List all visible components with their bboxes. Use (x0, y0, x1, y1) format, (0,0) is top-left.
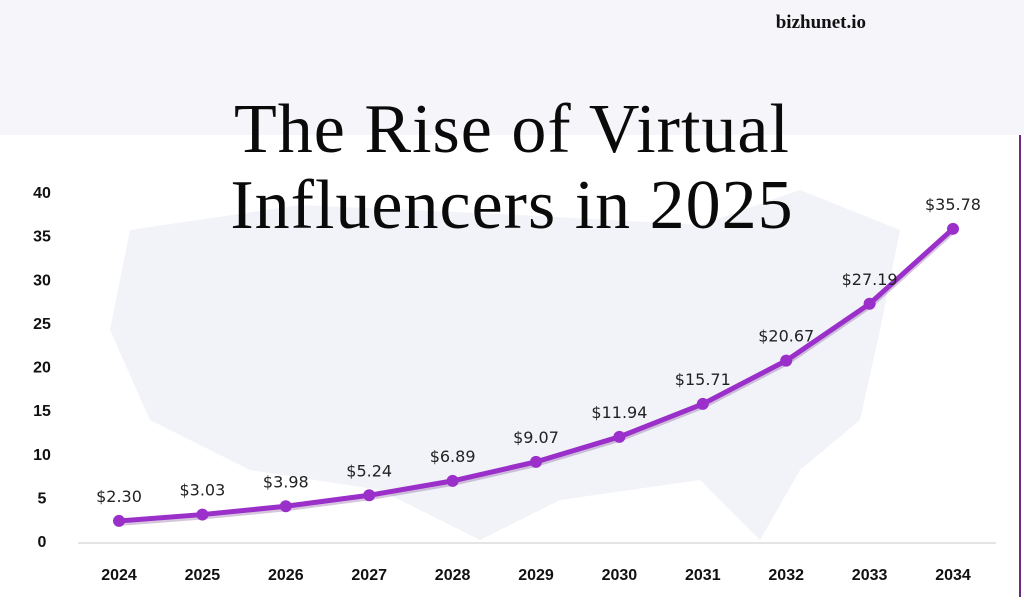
data-point (947, 222, 959, 235)
y-tick-label: 5 (38, 490, 47, 507)
x-tick-label: 2030 (602, 567, 638, 584)
background-map (110, 190, 900, 540)
x-tick-label: 2027 (351, 567, 387, 584)
data-point (780, 354, 793, 367)
data-label: $11.94 (591, 403, 647, 422)
y-tick-label: 15 (33, 403, 51, 420)
data-label: $27.19 (842, 270, 898, 289)
title-line-2: Influencers in 2025 (230, 167, 794, 244)
x-tick-label: 2028 (435, 567, 471, 584)
x-tick-label: 2024 (101, 567, 137, 584)
y-tick-label: 0 (38, 534, 47, 551)
data-label: $15.71 (675, 370, 731, 389)
y-tick-label: 35 (33, 229, 51, 246)
header-band (0, 0, 1024, 135)
x-tick-label: 2026 (268, 567, 304, 584)
y-tick-label: 25 (33, 316, 51, 333)
data-label: $2.30 (96, 487, 142, 506)
data-label: $20.67 (758, 327, 814, 346)
x-tick-label: 2032 (768, 567, 804, 584)
x-tick-label: 2029 (518, 567, 554, 584)
data-point (696, 397, 709, 410)
y-tick-label: 20 (33, 360, 51, 377)
right-border (1019, 135, 1021, 597)
x-tick-label: 2031 (685, 567, 721, 584)
data-point (363, 489, 376, 502)
data-label: $35.78 (925, 195, 981, 214)
x-tick-label: 2033 (852, 567, 888, 584)
brand-label: bizhunet.io (775, 12, 866, 33)
data-label: $3.98 (263, 472, 309, 491)
data-label: $3.03 (179, 481, 225, 500)
chart-title: The Rise of Virtual Influencers in 2025 (0, 92, 1024, 244)
data-point (613, 430, 626, 443)
data-point (446, 474, 459, 487)
data-point (863, 297, 876, 310)
data-label: $9.07 (513, 428, 559, 447)
data-point (113, 514, 125, 527)
y-tick-label: 30 (33, 272, 51, 289)
y-tick-label: 10 (33, 447, 51, 464)
data-label: $6.89 (430, 447, 476, 466)
data-point (530, 455, 542, 468)
data-label: $5.24 (346, 461, 392, 480)
y-tick-label: 40 (33, 185, 51, 202)
title-line-1: The Rise of Virtual (234, 91, 790, 168)
x-tick-label: 2025 (185, 567, 221, 584)
data-point (196, 508, 209, 521)
data-point (279, 500, 292, 513)
x-tick-label: 2034 (935, 567, 971, 584)
